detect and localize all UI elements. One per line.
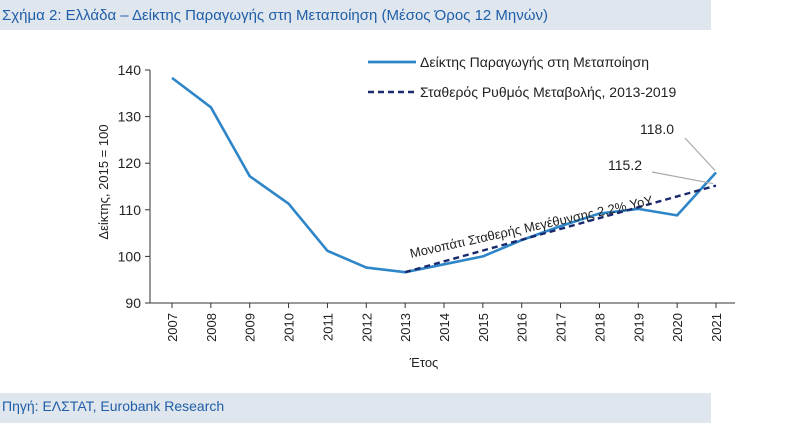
x-tick-label: 2015 [476, 313, 491, 342]
x-tick-label: 2013 [398, 313, 413, 342]
annotation-value-118: 118.0 [640, 121, 674, 137]
x-tick-label: 2014 [437, 313, 452, 342]
annotation-value-115: 115.2 [608, 157, 642, 173]
y-tick-label: 120 [118, 155, 142, 171]
x-axis-title: Έτος [409, 355, 439, 370]
y-tick-label: 110 [119, 202, 142, 218]
x-tick-label: 2018 [592, 313, 607, 342]
y-tick-label: 90 [125, 295, 141, 311]
source-note: Πηγή: ΕΛΣΤΑΤ, Eurobank Research [2, 398, 225, 414]
annotation-leader-115 [651, 171, 714, 185]
x-tick-label: 2012 [359, 313, 374, 342]
y-tick-label: 130 [118, 109, 142, 125]
figure-title: Σχήμα 2: Ελλάδα – Δείκτης Παραγωγής στη … [2, 7, 548, 24]
x-tick-label: 2009 [243, 313, 258, 342]
series-line-constant-growth-trend [404, 184, 717, 274]
x-tick-label: 2016 [515, 313, 530, 342]
legend-label-trend: Σταθερός Ρυθμός Μεταβολής, 2013-2019 [420, 84, 676, 100]
x-tick-label: 2011 [320, 313, 335, 341]
x-tick-label: 2008 [204, 313, 219, 342]
x-tick-label: 2017 [554, 313, 569, 342]
y-axis-title: Δείκτης, 2015 = 100 [96, 124, 111, 239]
y-tick-label: 140 [118, 62, 142, 78]
x-tick-label: 2007 [165, 313, 180, 342]
x-tick-label: 2020 [670, 313, 685, 342]
x-tick-label: 2019 [631, 313, 646, 342]
source-band [0, 393, 711, 423]
x-tick-label: 2021 [709, 313, 724, 342]
legend-label-index: Δείκτης Παραγωγής στη Μεταποίηση [420, 54, 649, 70]
x-tick-label: 2010 [282, 313, 297, 342]
title-band [0, 0, 711, 30]
y-tick-label: 100 [118, 248, 142, 264]
series-line-manufacturing-index [171, 76, 717, 274]
annotation-trend-label: Μονοπάτι Σταθερής Μεγέθυνσης 2,2% YoY [408, 192, 654, 260]
annotation-leader-118 [684, 137, 716, 171]
plot-panel [0, 30, 711, 393]
